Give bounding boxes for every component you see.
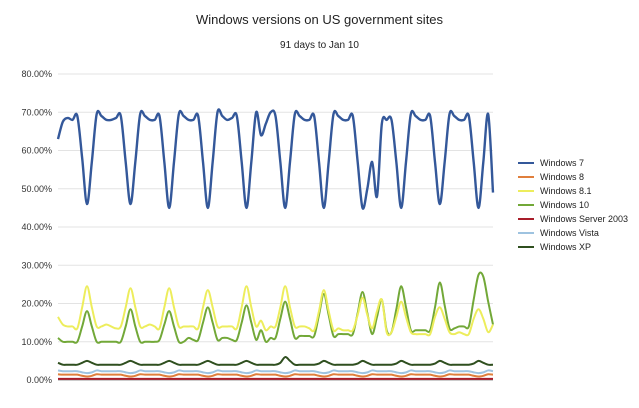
y-tick-label: 80.00% [21, 69, 52, 79]
legend-swatch [518, 162, 534, 164]
series-line-windows-xp [57, 356, 494, 366]
series-line-windows-vista [57, 369, 494, 375]
legend-item: Windows 10 [518, 198, 628, 212]
legend-swatch [518, 246, 534, 248]
legend-item: Windows Vista [518, 226, 628, 240]
legend-swatch [518, 218, 534, 220]
series-line-windows-8 [57, 373, 494, 378]
y-tick-label: 40.00% [21, 222, 52, 232]
legend-item: Windows 8 [518, 170, 628, 184]
y-tick-label: 30.00% [21, 260, 52, 270]
legend-swatch [518, 204, 534, 206]
legend-item: Windows Server 2003 [518, 212, 628, 226]
y-axis: 0.00% 10.00% 20.00% 30.00% 40.00% 50.00% 60.00… [21, 69, 52, 385]
y-tick-label: 50.00% [21, 184, 52, 194]
y-tick-label: 20.00% [21, 299, 52, 309]
legend: Windows 7 Windows 8 Windows 8.1 Windows 10 W… [518, 156, 628, 254]
plot-area [56, 108, 495, 380]
legend-label: Windows 7 [540, 158, 585, 168]
legend-swatch [518, 190, 534, 192]
gridlines [58, 73, 493, 381]
legend-label: Windows 8 [540, 172, 585, 182]
legend-label: Windows 10 [540, 200, 590, 210]
y-tick-label: 60.00% [21, 146, 52, 156]
legend-item: Windows XP [518, 240, 628, 254]
legend-label: Windows Vista [540, 228, 599, 238]
y-tick-label: 10.00% [21, 337, 52, 347]
series-line-windows-8-1 [57, 285, 494, 337]
series-line-windows-10 [57, 271, 494, 345]
legend-label: Windows 8.1 [540, 186, 592, 196]
series-line-windows-7 [56, 108, 495, 210]
legend-label: Windows Server 2003 [540, 214, 629, 224]
legend-label: Windows XP [540, 242, 592, 252]
y-tick-label: 0.00% [26, 375, 52, 385]
legend-item: Windows 8.1 [518, 184, 628, 198]
chart-subtitle: 91 days to Jan 10 [280, 40, 359, 51]
legend-item: Windows 7 [518, 156, 628, 170]
y-tick-label: 70.00% [21, 107, 52, 117]
legend-swatch [518, 176, 534, 178]
legend-swatch [518, 232, 534, 234]
chart-title: Windows versions on US government sites [195, 12, 444, 27]
